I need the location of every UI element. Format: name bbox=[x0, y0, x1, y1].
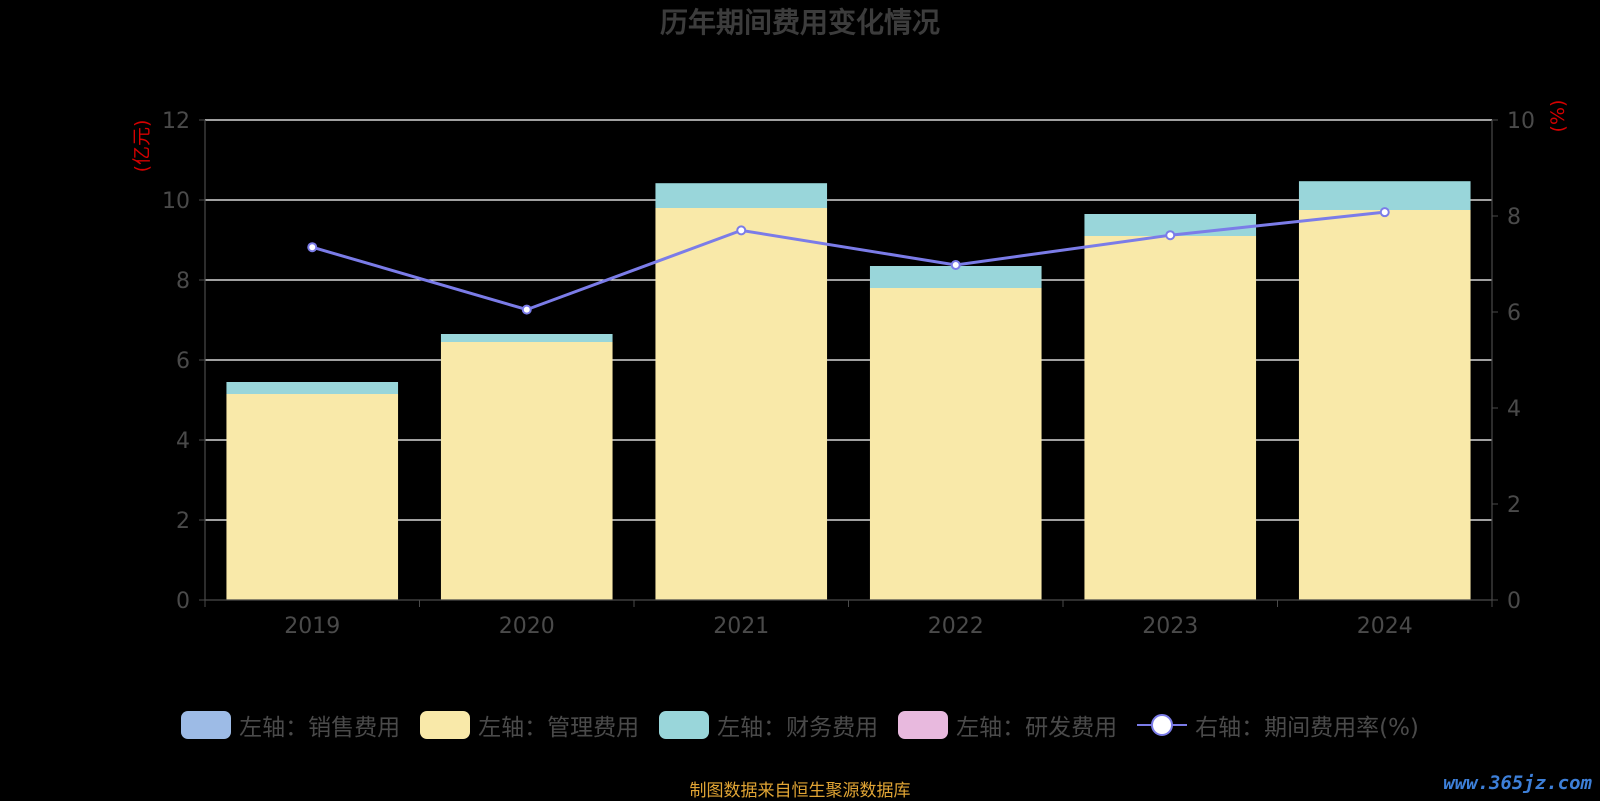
bar-segment bbox=[440, 342, 613, 600]
legend-item-finance[interactable]: 左轴：财务费用 bbox=[659, 708, 878, 742]
bar-segment bbox=[655, 208, 828, 600]
bar-segment bbox=[1084, 236, 1257, 600]
legend-label: 左轴：财务费用 bbox=[717, 715, 879, 741]
right-tick-label: 4 bbox=[1507, 397, 1521, 422]
rate-point bbox=[736, 225, 747, 236]
right-tick-label: 2 bbox=[1507, 493, 1521, 518]
left-tick-label: 4 bbox=[176, 429, 190, 454]
source-note: 制图数据来自恒生聚源数据库 bbox=[689, 781, 911, 801]
bar-segment bbox=[655, 183, 828, 208]
gridlines bbox=[205, 119, 1492, 521]
bar-segment bbox=[440, 334, 613, 342]
right-tick-label: 8 bbox=[1507, 205, 1521, 230]
left-tick-label: 6 bbox=[176, 349, 190, 374]
left-axis-unit: (亿元) bbox=[131, 120, 153, 173]
bars bbox=[226, 181, 1471, 600]
rate-point bbox=[1379, 207, 1390, 218]
left-tick-label: 8 bbox=[176, 269, 190, 294]
legend-item-sales[interactable]: 左轴：销售费用 bbox=[181, 708, 400, 742]
legend: 左轴：销售费用 左轴：管理费用 左轴：财务费用 左轴：研发费用 右轴：期间费用率… bbox=[0, 705, 1600, 745]
left-tick-label: 10 bbox=[162, 189, 190, 214]
rate-line-path bbox=[311, 210, 1385, 312]
x-tick-label: 2023 bbox=[1142, 614, 1198, 639]
rate-point bbox=[1165, 230, 1176, 241]
legend-swatch-finance bbox=[659, 711, 710, 739]
x-tick-label: 2021 bbox=[713, 614, 769, 639]
axes: 0 2 4 6 8 10 12 0 2 4 6 8 10 2019 2020 2021 2022 2023 2024 bbox=[162, 109, 1535, 639]
bar-segment bbox=[1298, 181, 1471, 210]
rate-point bbox=[950, 259, 961, 270]
bar-segment bbox=[226, 382, 399, 394]
legend-item-rate[interactable]: 右轴：期间费用率(%) bbox=[1137, 708, 1419, 742]
legend-item-rnd[interactable]: 左轴：研发费用 bbox=[898, 708, 1117, 742]
left-tick-label: 0 bbox=[176, 589, 190, 614]
legend-label: 右轴：期间费用率(%) bbox=[1195, 715, 1419, 741]
legend-line-marker-icon bbox=[1137, 711, 1188, 739]
legend-swatch-rnd bbox=[898, 711, 949, 739]
rate-line bbox=[307, 207, 1390, 315]
right-axis-unit: (%) bbox=[1547, 100, 1569, 133]
right-tick-label: 10 bbox=[1507, 109, 1535, 134]
bar-segment bbox=[869, 266, 1042, 288]
legend-item-admin[interactable]: 左轴：管理费用 bbox=[420, 708, 639, 742]
legend-label: 左轴：销售费用 bbox=[239, 715, 401, 741]
watermark: www.365jz.com bbox=[1443, 772, 1592, 794]
legend-swatch-sales bbox=[181, 711, 232, 739]
legend-swatch-admin bbox=[420, 711, 471, 739]
x-tick-label: 2019 bbox=[284, 614, 340, 639]
chart-title: 历年期间费用变化情况 bbox=[660, 6, 940, 39]
bar-segment bbox=[226, 394, 399, 600]
legend-label: 左轴：研发费用 bbox=[956, 715, 1118, 741]
bar-segment bbox=[1298, 210, 1471, 600]
left-tick-label: 12 bbox=[162, 109, 190, 134]
x-tick-label: 2024 bbox=[1357, 614, 1413, 639]
x-tick-label: 2022 bbox=[928, 614, 984, 639]
right-tick-label: 0 bbox=[1507, 589, 1521, 614]
left-tick-label: 2 bbox=[176, 509, 190, 534]
x-tick-label: 2020 bbox=[499, 614, 555, 639]
right-tick-label: 6 bbox=[1507, 301, 1521, 326]
rate-point bbox=[521, 304, 532, 315]
rate-point bbox=[307, 242, 318, 253]
bar-segment bbox=[869, 288, 1042, 600]
legend-label: 左轴：管理费用 bbox=[478, 715, 640, 741]
